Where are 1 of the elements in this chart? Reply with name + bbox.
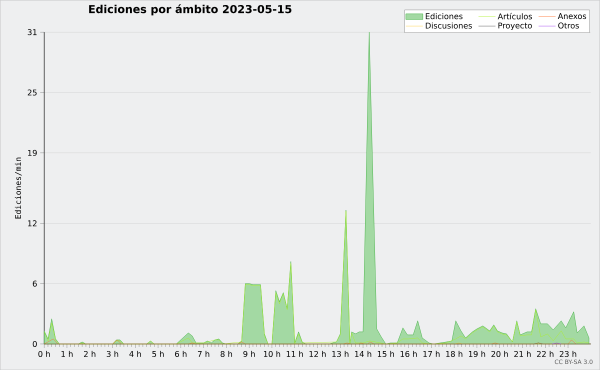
chart-title: Ediciones por ámbito 2023-05-15	[89, 4, 292, 16]
